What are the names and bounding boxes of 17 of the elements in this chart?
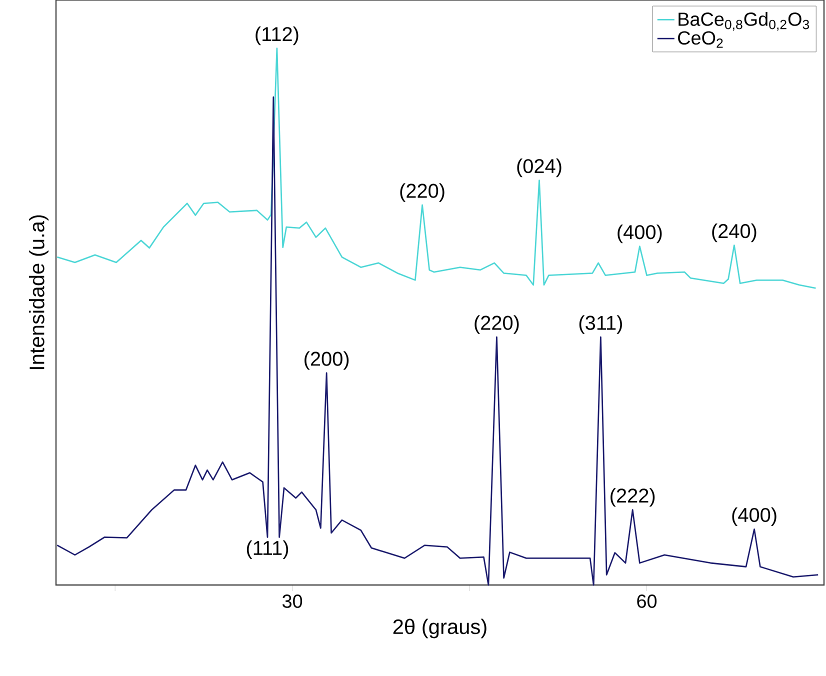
annotation: (400)	[618, 224, 662, 244]
x-axis-title: 2θ (graus)	[393, 618, 486, 638]
annotation: (220)	[474, 315, 519, 334]
y-axis-title: Intensidade (u.a)	[28, 215, 48, 370]
annotation: (311)	[579, 315, 622, 334]
annotation: (200)	[304, 351, 349, 370]
x-tick-label: 60	[637, 594, 657, 608]
annotation: (112)	[256, 26, 298, 46]
annotation: (220)	[400, 183, 444, 202]
x-tick-label: 30	[282, 594, 302, 608]
annotation: (400)	[732, 507, 776, 526]
annotation: (111)	[246, 540, 288, 559]
annotation: (240)	[712, 224, 756, 242]
legend-label: BaCe$_{0,8}$Gd$_{0,2}$O$_{3}$	[678, 12, 810, 31]
annotation: (222)	[610, 488, 655, 507]
legend-label: CeO$_{2}$	[678, 31, 723, 48]
annotation: (024)	[517, 158, 562, 178]
